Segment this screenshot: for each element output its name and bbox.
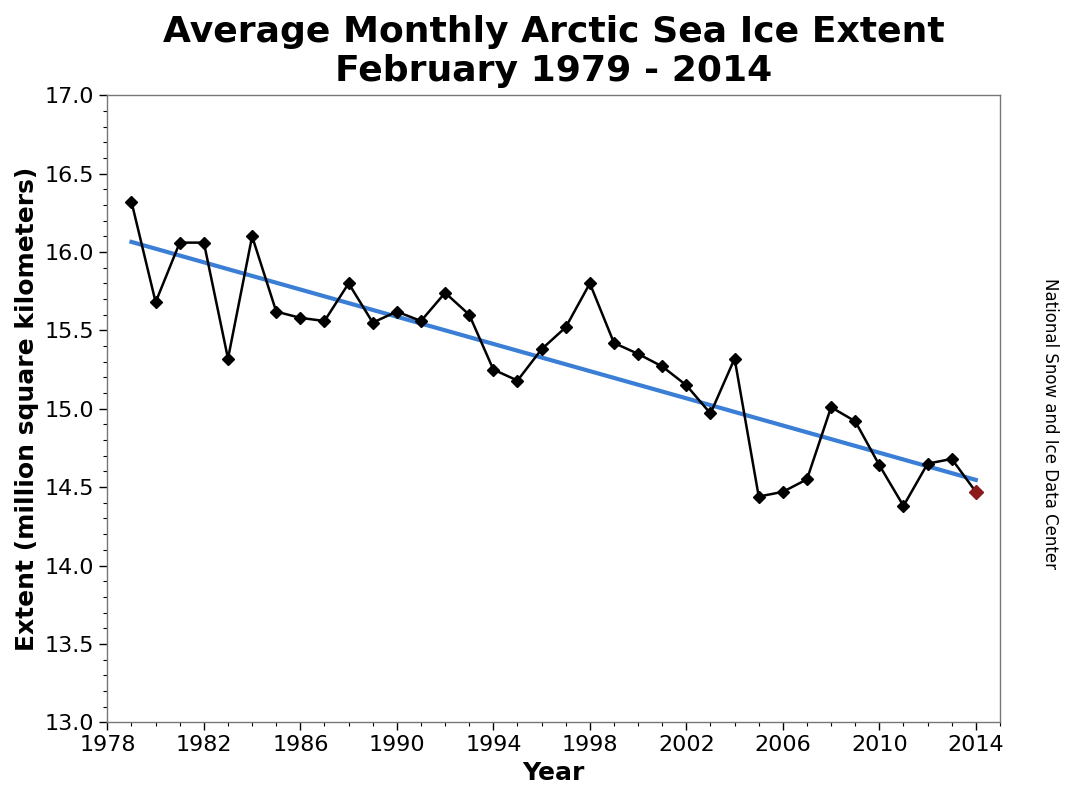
- Title: Average Monthly Arctic Sea Ice Extent
February 1979 - 2014: Average Monthly Arctic Sea Ice Extent Fe…: [162, 15, 945, 88]
- Text: National Snow and Ice Data Center: National Snow and Ice Data Center: [1041, 278, 1058, 570]
- X-axis label: Year: Year: [523, 761, 585, 785]
- Y-axis label: Extent (million square kilometers): Extent (million square kilometers): [15, 166, 38, 651]
